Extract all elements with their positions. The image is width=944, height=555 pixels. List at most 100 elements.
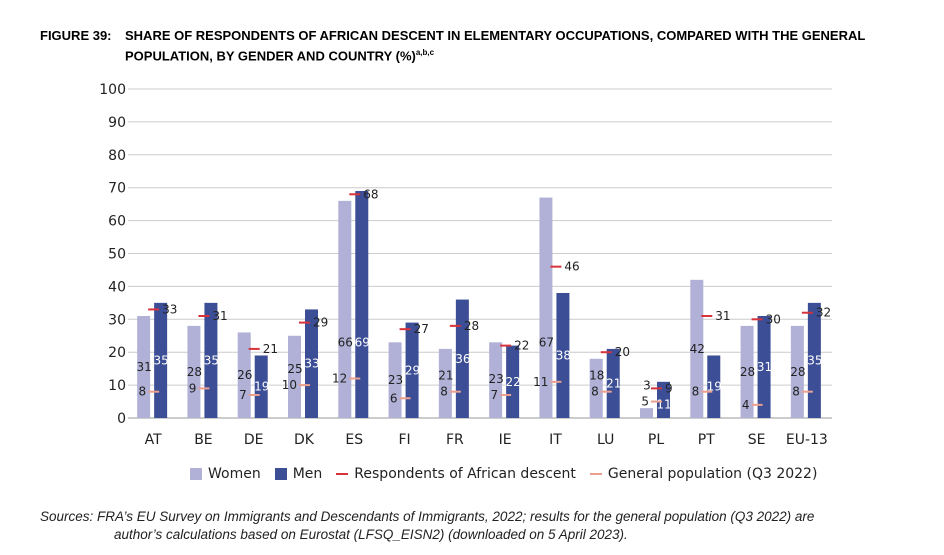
data-label-general-population: 7 [491, 388, 499, 402]
data-label-general-population: 7 [239, 388, 247, 402]
bar-men [305, 309, 318, 418]
data-label-men: 19 [254, 380, 269, 394]
figure-title: FIGURE 39: SHARE OF RESPONDENTS OF AFRICA… [40, 27, 865, 64]
data-label-general-population: 5 [641, 395, 649, 409]
y-tick-label: 60 [108, 214, 126, 230]
legend-label: Men [292, 466, 323, 482]
data-label-men: 38 [556, 348, 571, 362]
data-label-women: 66 [338, 335, 353, 349]
data-label-women: 42 [690, 342, 705, 356]
bar-women [288, 335, 301, 418]
y-tick-label: 40 [108, 279, 126, 295]
source-note: Sources: FRA’s EU Survey on Immigrants a… [40, 508, 814, 544]
data-label-african-descent: 27 [414, 322, 429, 336]
x-tick-label: FR [446, 432, 464, 448]
x-tick-label: PL [648, 432, 664, 448]
data-label-men: 29 [405, 363, 420, 377]
data-label-african-descent: 28 [464, 319, 479, 333]
data-label-women: 31 [137, 360, 152, 374]
y-tick-label: 50 [108, 247, 126, 263]
data-label-men: 19 [707, 380, 722, 394]
x-tick-label: LU [597, 432, 614, 448]
bar-women [338, 200, 352, 418]
data-label-women: 23 [388, 373, 403, 387]
data-label-men: 11 [656, 397, 671, 411]
x-tick-label: DK [294, 432, 315, 448]
x-tick-label: AT [145, 432, 162, 448]
legend-label: General population (Q3 2022) [607, 466, 818, 482]
data-label-african-descent: 22 [514, 339, 529, 353]
legend-label: Women [208, 466, 261, 482]
data-label-men: 35 [154, 353, 169, 367]
data-label-african-descent: 9 [665, 381, 673, 395]
data-label-women: 21 [438, 369, 453, 383]
x-tick-label: DE [244, 432, 264, 448]
data-label-general-population: 4 [742, 398, 750, 412]
x-tick-label: PT [698, 432, 715, 448]
legend-swatch-women [190, 468, 202, 480]
y-tick-label: 70 [108, 181, 126, 197]
bar-women [187, 325, 201, 418]
data-label-general-population: 8 [692, 385, 700, 399]
x-tick-label: EU-13 [786, 432, 828, 448]
title-line1: SHARE OF RESPONDENTS OF AFRICAN DESCENT … [125, 28, 866, 43]
data-label-general-population: 8 [591, 385, 599, 399]
data-label-men: 36 [455, 352, 470, 366]
title-line2: POPULATION, BY GENDER AND COUNTRY (%) [125, 48, 416, 64]
bar-women [790, 325, 804, 418]
y-tick-label: 90 [108, 115, 126, 131]
data-label-african-descent: 32 [816, 306, 831, 320]
x-tick-label: IE [499, 432, 512, 448]
bar-men [355, 190, 369, 418]
bar-women [690, 279, 704, 418]
bar-women [388, 342, 402, 418]
y-tick-label: 10 [108, 378, 126, 394]
data-label-women: 26 [237, 368, 252, 382]
data-label-general-population: 8 [139, 385, 147, 399]
y-tick-label: 100 [99, 82, 126, 98]
data-label-african-descent: 21 [263, 342, 278, 356]
data-label-men: 22 [506, 375, 521, 389]
title-superscript: a,b,c [415, 48, 435, 57]
bar-men [807, 302, 821, 418]
data-label-african-descent: 31 [715, 309, 730, 323]
bar-men [556, 292, 570, 418]
data-label-general-population: 9 [189, 381, 197, 395]
data-label-women: 18 [589, 369, 604, 383]
data-label-women: 67 [539, 335, 554, 349]
data-label-men: 33 [304, 357, 319, 371]
data-label-general-population: 10 [282, 378, 297, 392]
data-label-african-descent: 31 [212, 309, 227, 323]
legend-swatch-general-population [589, 473, 602, 475]
legend-men: Men [274, 466, 323, 482]
data-label-men: 35 [807, 353, 822, 367]
bar-women [539, 197, 553, 418]
x-tick-label: ES [345, 432, 363, 448]
legend-general-population: General population (Q3 2022) [589, 466, 818, 482]
x-tick-label: IT [549, 432, 562, 448]
legend-swatch-african-descent [336, 473, 349, 475]
data-label-men: 21 [606, 376, 621, 390]
legend-swatch-men [274, 468, 287, 480]
data-label-women: 3 [643, 379, 651, 393]
data-label-men: 31 [757, 360, 772, 374]
bar-men [657, 381, 670, 418]
data-label-general-population: 12 [332, 372, 347, 386]
bar-women [438, 348, 452, 418]
data-label-women: 23 [489, 372, 504, 386]
data-label-general-population: 6 [390, 391, 398, 405]
data-label-general-population: 11 [533, 375, 548, 389]
data-label-women: 28 [187, 365, 202, 379]
bar-men [154, 302, 168, 418]
y-tick-label: 0 [117, 411, 126, 427]
legend-women: Women [190, 466, 261, 482]
data-label-women: 25 [287, 362, 302, 376]
y-tick-label: 80 [108, 148, 126, 164]
data-label-men: 69 [355, 335, 370, 349]
x-tick-label: BE [194, 432, 212, 448]
figure-number: FIGURE 39: [40, 28, 112, 43]
x-tick-label: FI [398, 432, 410, 448]
data-label-women: 28 [740, 365, 755, 379]
bar-women [237, 332, 251, 418]
data-label-african-descent: 68 [363, 187, 378, 201]
